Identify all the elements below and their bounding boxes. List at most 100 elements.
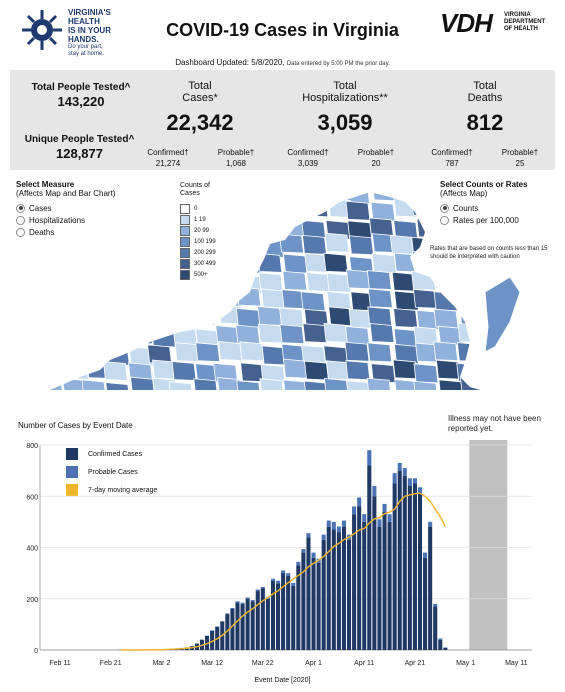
county-region[interactable]: [60, 182, 85, 202]
county-region[interactable]: [173, 290, 199, 311]
county-region[interactable]: [217, 286, 242, 307]
county-region[interactable]: [393, 343, 419, 364]
county-region[interactable]: [371, 182, 397, 202]
county-region[interactable]: [258, 323, 283, 344]
virginia-map[interactable]: [40, 182, 530, 402]
county-region[interactable]: [344, 341, 370, 362]
county-region[interactable]: [82, 306, 107, 326]
eastern-shore-region[interactable]: [484, 276, 521, 353]
county-region[interactable]: [236, 380, 262, 400]
county-region[interactable]: [173, 254, 199, 275]
county-region[interactable]: [414, 400, 438, 402]
county-region[interactable]: [42, 344, 67, 365]
county-region[interactable]: [61, 398, 85, 402]
county-region[interactable]: [84, 271, 110, 292]
county-region[interactable]: [103, 308, 129, 329]
county-region[interactable]: [303, 182, 329, 201]
county-region[interactable]: [433, 269, 459, 290]
county-region[interactable]: [86, 236, 112, 257]
county-region[interactable]: [482, 220, 506, 239]
county-region[interactable]: [435, 215, 461, 235]
county-region[interactable]: [124, 219, 150, 239]
county-region[interactable]: [168, 381, 194, 401]
county-region[interactable]: [346, 380, 371, 400]
county-region[interactable]: [412, 250, 437, 271]
county-region[interactable]: [323, 378, 349, 397]
county-region[interactable]: [235, 182, 261, 201]
county-region[interactable]: [102, 271, 128, 292]
rates-option-per-100k[interactable]: Rates per 100,000: [440, 214, 528, 226]
county-region[interactable]: [279, 307, 305, 328]
county-region[interactable]: [483, 182, 507, 200]
county-region[interactable]: [102, 361, 128, 381]
county-region[interactable]: [105, 396, 129, 402]
county-region[interactable]: [171, 361, 197, 381]
county-region[interactable]: [303, 380, 329, 400]
county-region[interactable]: [457, 196, 482, 217]
county-region[interactable]: [213, 214, 238, 235]
county-region[interactable]: [348, 235, 374, 256]
radio-icon[interactable]: [440, 203, 449, 213]
county-region[interactable]: [371, 253, 397, 274]
radio-icon[interactable]: [16, 227, 25, 237]
county-region[interactable]: [367, 288, 393, 309]
county-region[interactable]: [104, 290, 129, 311]
county-region[interactable]: [170, 233, 196, 254]
county-region[interactable]: [81, 251, 106, 272]
county-region[interactable]: [83, 288, 109, 308]
county-region[interactable]: [151, 200, 176, 221]
county-region[interactable]: [58, 234, 84, 255]
county-region[interactable]: [106, 325, 132, 346]
county-region[interactable]: [195, 398, 219, 402]
county-region[interactable]: [392, 396, 416, 402]
county-region[interactable]: [40, 199, 65, 220]
county-region[interactable]: [411, 196, 436, 217]
county-region[interactable]: [434, 400, 458, 402]
county-region[interactable]: [389, 234, 415, 255]
county-region[interactable]: [413, 380, 439, 400]
county-region[interactable]: [305, 398, 329, 402]
county-region[interactable]: [59, 215, 85, 236]
county-region[interactable]: [147, 183, 173, 203]
county-region[interactable]: [40, 381, 64, 401]
county-region[interactable]: [124, 272, 150, 293]
county-region[interactable]: [279, 324, 305, 345]
county-region[interactable]: [172, 218, 198, 239]
county-region[interactable]: [173, 308, 199, 329]
county-region[interactable]: [302, 323, 328, 344]
county-region[interactable]: [82, 400, 106, 402]
county-region[interactable]: [323, 322, 349, 343]
county-region[interactable]: [213, 182, 239, 202]
county-region[interactable]: [279, 233, 304, 254]
county-region[interactable]: [41, 399, 65, 402]
county-region[interactable]: [257, 306, 283, 326]
county-region[interactable]: [281, 201, 307, 222]
county-region[interactable]: [106, 233, 132, 254]
county-region[interactable]: [325, 360, 351, 381]
county-region[interactable]: [456, 342, 481, 363]
county-region[interactable]: [85, 323, 111, 344]
county-region[interactable]: [234, 198, 260, 219]
county-region[interactable]: [40, 307, 62, 328]
county-region[interactable]: [345, 360, 371, 381]
county-region[interactable]: [172, 274, 198, 295]
county-region[interactable]: [147, 270, 172, 291]
county-region[interactable]: [236, 286, 262, 307]
county-region[interactable]: [300, 291, 326, 312]
county-region[interactable]: [411, 236, 437, 257]
county-region[interactable]: [393, 308, 419, 328]
county-region[interactable]: [433, 341, 459, 362]
county-region[interactable]: [433, 308, 459, 329]
county-region[interactable]: [259, 197, 285, 217]
county-region[interactable]: [152, 235, 178, 256]
county-region[interactable]: [217, 377, 242, 397]
county-region[interactable]: [414, 182, 440, 200]
county-region[interactable]: [413, 363, 439, 384]
county-region[interactable]: [327, 182, 353, 201]
county-region[interactable]: [147, 256, 173, 276]
county-region[interactable]: [456, 233, 481, 254]
county-region[interactable]: [457, 183, 481, 203]
county-region[interactable]: [257, 252, 283, 273]
county-region[interactable]: [411, 270, 436, 291]
county-region[interactable]: [479, 196, 504, 217]
